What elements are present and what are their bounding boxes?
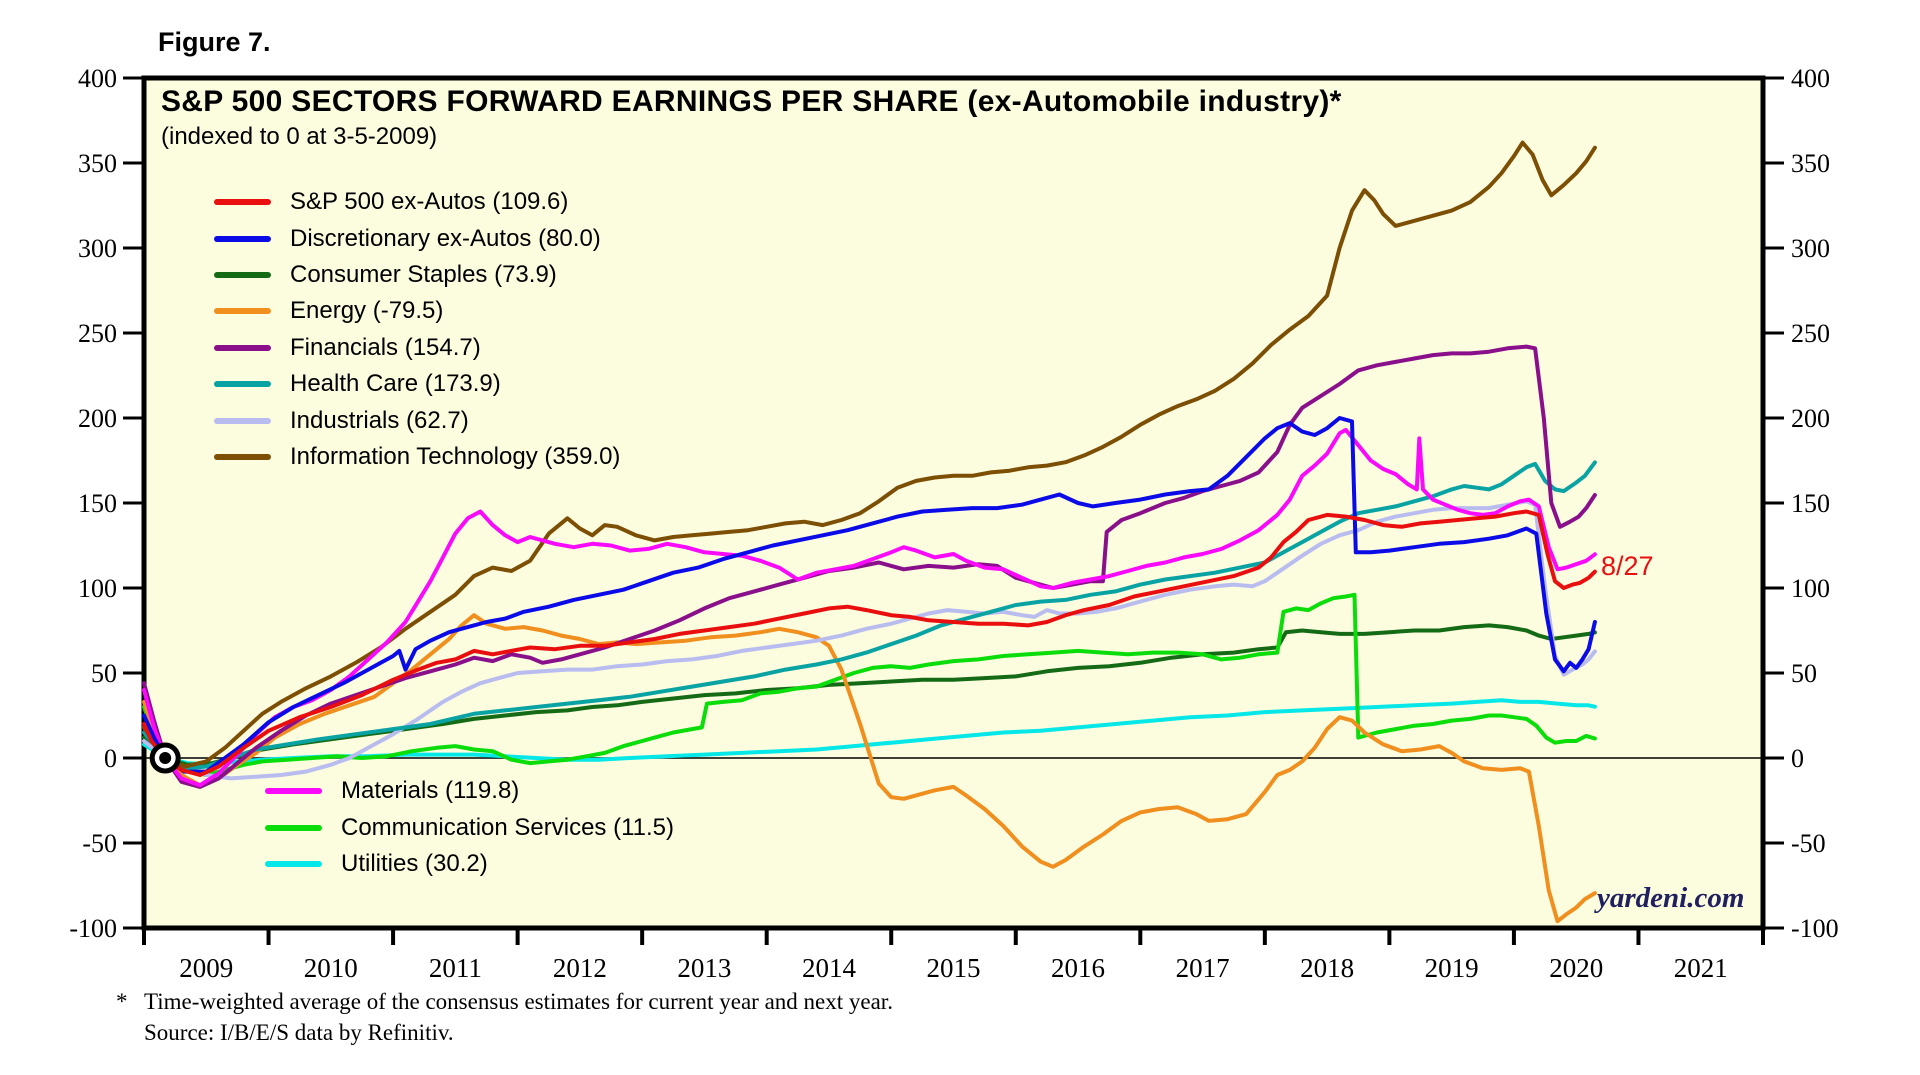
y-axis-label-right: 0 <box>1791 744 1804 773</box>
legend-item-tech: Information Technology (359.0) <box>214 439 620 475</box>
x-axis-label: 2012 <box>553 953 607 983</box>
y-axis-label-left: 350 <box>78 149 117 178</box>
figure-label: Figure 7. <box>158 27 271 57</box>
legend-item-utilities: Utilities (30.2) <box>265 846 674 882</box>
legend-label-financials: Financials (154.7) <box>290 333 481 361</box>
x-axis-label: 2010 <box>304 953 358 983</box>
legend-label-healthcare: Health Care (173.9) <box>290 370 501 398</box>
legend-item-financials: Financials (154.7) <box>214 330 620 366</box>
legend-label-industrials: Industrials (62.7) <box>290 406 469 434</box>
legend-item-sp500: S&P 500 ex-Autos (109.6) <box>214 184 620 220</box>
series-financials <box>142 344 1597 789</box>
legend-label-utilities: Utilities (30.2) <box>341 849 488 877</box>
legend-swatch-staples <box>214 271 271 278</box>
legend-label-discretionary: Discretionary ex-Autos (80.0) <box>290 224 601 252</box>
x-axis-label: 2011 <box>429 953 482 983</box>
series-sp500 <box>142 509 1597 777</box>
footnote-line2: Source: I/B/E/S data by Refinitiv. <box>144 1020 454 1045</box>
x-axis-label: 2009 <box>179 953 233 983</box>
x-axis-label: 2021 <box>1674 953 1728 983</box>
y-axis-label-right: 50 <box>1791 659 1817 688</box>
legend-label-tech: Information Technology (359.0) <box>290 442 621 470</box>
y-axis-label-right: 350 <box>1791 149 1830 178</box>
legend-item-comm: Communication Services (11.5) <box>265 809 674 845</box>
y-axis-label-right: 250 <box>1791 319 1830 348</box>
legend-item-discretionary: Discretionary ex-Autos (80.0) <box>214 220 620 256</box>
legend-item-industrials: Industrials (62.7) <box>214 402 620 438</box>
y-axis-label-left: 0 <box>104 744 117 773</box>
y-axis-label-right: -100 <box>1791 914 1839 943</box>
series-energy <box>142 613 1597 924</box>
legend-label-sp500: S&P 500 ex-Autos (109.6) <box>290 188 569 216</box>
legend-swatch-comm <box>265 824 322 831</box>
x-axis-label: 2017 <box>1176 953 1230 983</box>
legend-swatch-healthcare <box>214 381 271 388</box>
date-annotation: 8/27 <box>1601 551 1654 581</box>
x-axis-label: 2019 <box>1425 953 1479 983</box>
watermark: yardeni.com <box>1597 882 1745 914</box>
legend-swatch-materials <box>265 788 322 795</box>
legend-item-energy: Energy (-79.5) <box>214 293 620 329</box>
legend-swatch-industrials <box>214 417 271 424</box>
y-axis-label-left: 200 <box>78 404 117 433</box>
legend-swatch-energy <box>214 308 271 315</box>
footnote-marker: * <box>116 989 128 1014</box>
y-axis-label-right: 150 <box>1791 489 1830 518</box>
y-axis-label-left: 50 <box>91 659 117 688</box>
series-healthcare <box>142 460 1597 771</box>
y-axis-label-right: 100 <box>1791 574 1830 603</box>
y-axis-label-left: 100 <box>78 574 117 603</box>
x-axis-label: 2018 <box>1300 953 1354 983</box>
chart-title: S&P 500 SECTORS FORWARD EARNINGS PER SHA… <box>161 85 1342 118</box>
legend-swatch-utilities <box>265 860 322 867</box>
x-axis-label: 2014 <box>802 953 857 983</box>
y-axis-label-left: 300 <box>78 234 117 263</box>
series-discretionary <box>142 416 1597 774</box>
chart-subtitle: (indexed to 0 at 3-5-2009) <box>161 123 438 150</box>
zero-index-marker-dot <box>159 752 172 764</box>
series-materials <box>142 427 1597 788</box>
legend-label-staples: Consumer Staples (73.9) <box>290 260 557 288</box>
series-tech <box>142 140 1597 769</box>
legend-label-materials: Materials (119.8) <box>341 777 520 805</box>
y-axis-label-right: 400 <box>1791 64 1830 93</box>
x-axis-label: 2015 <box>927 953 981 983</box>
y-axis-label-left: -100 <box>69 914 117 943</box>
legend-bottom: Materials (119.8) Communication Services … <box>265 773 674 882</box>
footnote: * Time-weighted average of the consensus… <box>116 986 893 1048</box>
legend-swatch-sp500 <box>214 199 271 206</box>
y-axis-label-left: 150 <box>78 489 117 518</box>
legend-label-energy: Energy (-79.5) <box>290 297 444 325</box>
footnote-text: Time-weighted average of the consensus e… <box>144 986 893 1048</box>
legend-item-staples: Consumer Staples (73.9) <box>214 257 620 293</box>
legend-swatch-financials <box>214 344 271 351</box>
series-comm <box>142 592 1597 777</box>
y-axis-label-right: 300 <box>1791 234 1830 263</box>
y-axis-label-left: 250 <box>78 319 117 348</box>
y-axis-label-left: 400 <box>78 64 117 93</box>
legend-item-materials: Materials (119.8) <box>265 773 674 809</box>
legend-swatch-tech <box>214 453 271 460</box>
legend-swatch-discretionary <box>214 235 271 242</box>
y-axis-label-left: -50 <box>82 829 117 858</box>
y-axis-label-right: -50 <box>1791 829 1826 858</box>
footnote-line1: Time-weighted average of the consensus e… <box>144 989 893 1014</box>
x-axis-label: 2013 <box>677 953 731 983</box>
legend-item-healthcare: Health Care (173.9) <box>214 366 620 402</box>
legend-top: S&P 500 ex-Autos (109.6) Discretionary ex… <box>214 184 620 475</box>
y-axis-label-right: 200 <box>1791 404 1830 433</box>
legend-label-comm: Communication Services (11.5) <box>341 813 675 841</box>
x-axis-label: 2016 <box>1051 953 1105 983</box>
x-axis-label: 2020 <box>1549 953 1603 983</box>
